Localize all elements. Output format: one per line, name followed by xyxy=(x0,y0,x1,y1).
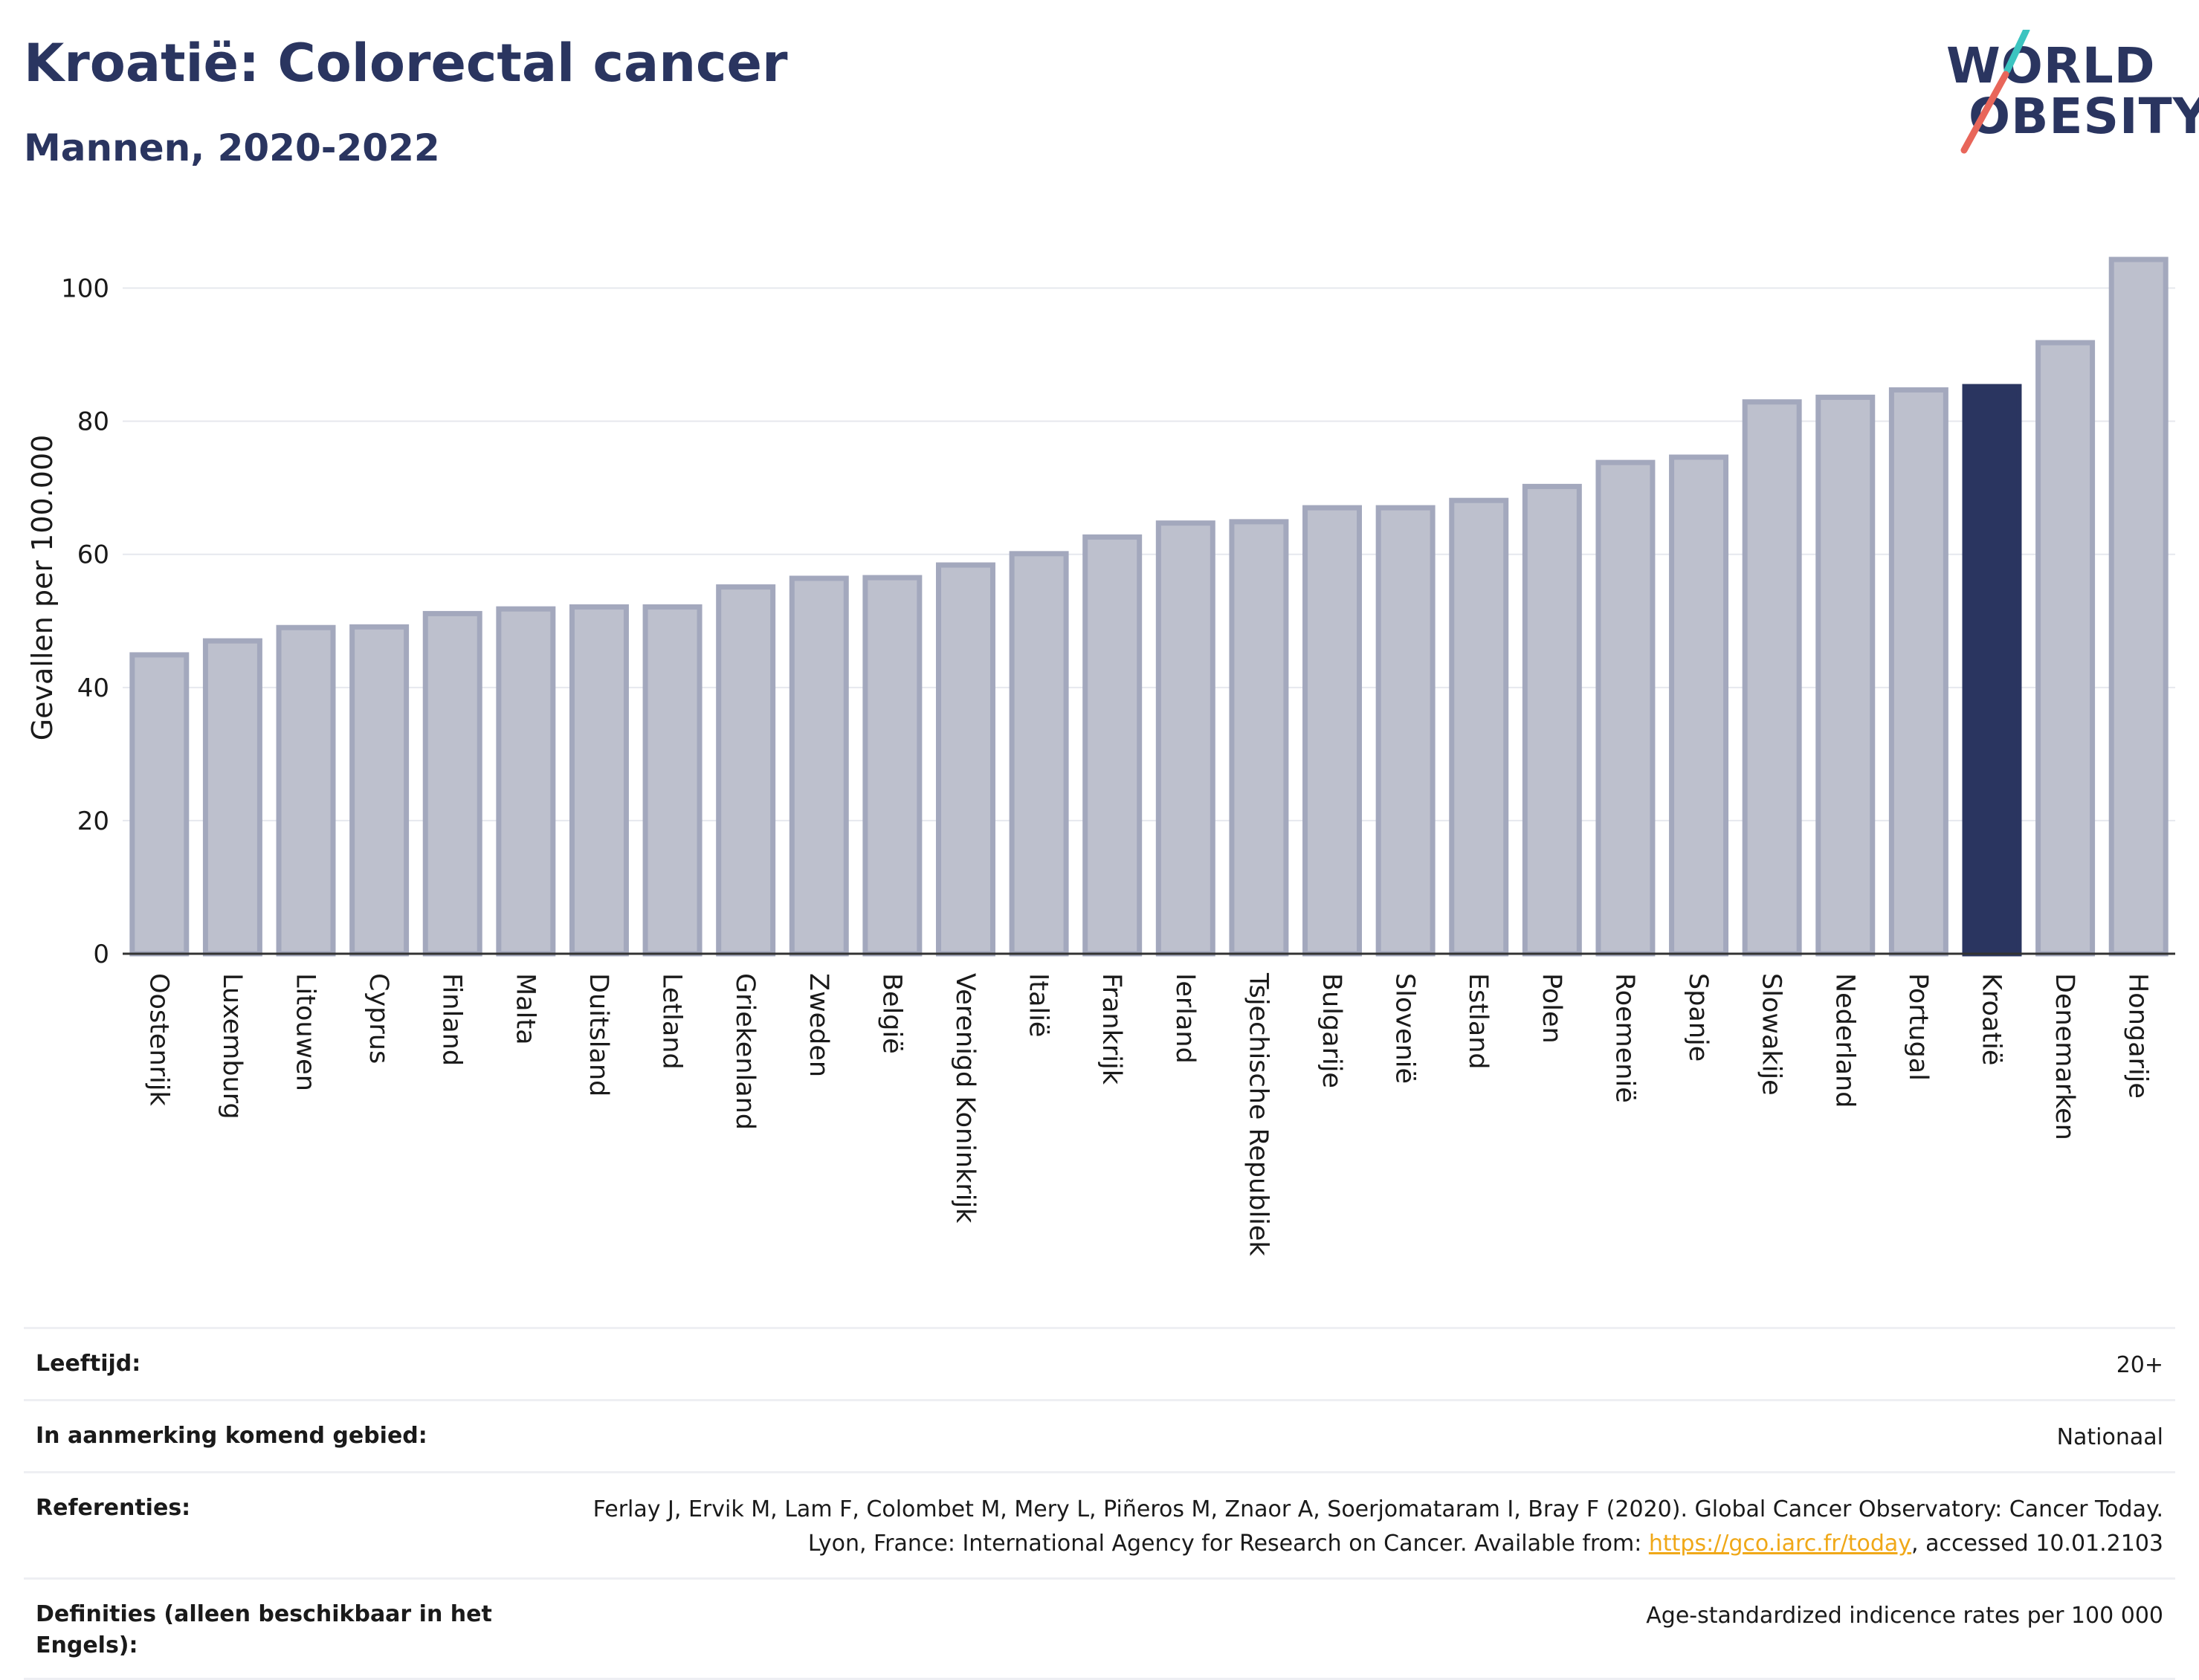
y-tick-label: 60 xyxy=(77,540,109,570)
bar xyxy=(1669,454,1729,957)
age-label: Leeftijd: xyxy=(36,1351,141,1377)
x-category-label: Denemarken xyxy=(2050,973,2079,1140)
x-category-label: Ierland xyxy=(1170,973,1200,1064)
x-category-label: Slowakije xyxy=(1757,973,1786,1096)
area-label: In aanmerking komend gebied: xyxy=(36,1423,427,1449)
bar xyxy=(2035,340,2096,957)
x-category-label: Slovenië xyxy=(1390,973,1420,1084)
chart-title: Kroatië: Colorectal cancer xyxy=(24,33,788,94)
x-category-label: Polen xyxy=(1537,973,1566,1044)
x-category-label: Nederland xyxy=(1830,973,1859,1108)
x-category-label: Kroatië xyxy=(1976,973,2006,1065)
bar xyxy=(2108,256,2169,957)
y-tick-label: 0 xyxy=(93,940,109,969)
x-category-label: Malta xyxy=(510,973,540,1045)
bar xyxy=(935,562,995,957)
references-text: Ferlay J, Ervik M, Lam F, Colombet M, Me… xyxy=(592,1496,2163,1557)
x-category-label: Spanje xyxy=(1683,973,1713,1062)
bar xyxy=(642,604,703,957)
y-axis-label: Gevallen per 100.000 xyxy=(26,435,59,741)
x-category-label: Luxemburg xyxy=(217,973,247,1120)
x-category-label: Zweden xyxy=(804,973,833,1077)
x-category-label: Bulgarije xyxy=(1317,973,1346,1088)
x-category-label: Verenigd Koninkrijk xyxy=(950,973,980,1224)
x-category-label: Tsjechische Republiek xyxy=(1243,972,1273,1256)
references-label: Referenties: xyxy=(36,1495,191,1521)
bar xyxy=(1742,399,1802,957)
bar xyxy=(1815,394,1876,957)
x-category-label: Hongarije xyxy=(2123,973,2153,1099)
references-accessed: , accessed 10.01.2103 xyxy=(1911,1531,2163,1557)
logo-slash-icon xyxy=(1960,30,2030,154)
bar xyxy=(422,610,482,957)
bar xyxy=(1595,459,1656,957)
bar xyxy=(569,604,629,957)
bar xyxy=(1522,483,1582,957)
x-category-label: Finland xyxy=(437,973,467,1066)
definitions-label: Definities (alleen beschikbaar in het En… xyxy=(36,1601,492,1658)
definitions-value: Age-standardized indicence rates per 100… xyxy=(1646,1603,2163,1629)
bar xyxy=(1155,520,1215,957)
world-obesity-logo: WORLD OBESITY xyxy=(1933,30,2199,164)
x-category-label: Roemenië xyxy=(1609,973,1639,1103)
references-value: Ferlay J, Ervik M, Lam F, Colombet M, Me… xyxy=(528,1493,2163,1561)
bar-chart: 0 20 40 60 80 100 Gevallen per 100.000 Oostenri… xyxy=(26,256,2175,1256)
x-category-label: Duitsland xyxy=(584,973,613,1096)
bar xyxy=(1229,519,1289,957)
bar xyxy=(716,584,776,957)
logo-text-world: WORLD xyxy=(1946,37,2156,94)
y-tick-label: 80 xyxy=(77,407,109,437)
bar xyxy=(129,652,190,957)
chart-subtitle: Mannen, 2020-2022 xyxy=(24,126,440,169)
area-value: Nationaal xyxy=(2056,1424,2163,1450)
x-category-label: Oostenrijk xyxy=(143,973,173,1106)
bar xyxy=(1009,551,1069,957)
x-category-label: Litouwen xyxy=(291,973,320,1091)
y-tick-label: 20 xyxy=(77,807,109,836)
bar xyxy=(349,624,410,957)
info-row-age: Leeftijd: 20+ xyxy=(24,1327,2175,1399)
info-table: Leeftijd: 20+ In aanmerking komend gebie… xyxy=(24,1327,2175,1680)
bar xyxy=(1449,497,1509,957)
x-category-label: Cyprus xyxy=(364,973,393,1064)
logo-text-obesity: OBESITY xyxy=(1969,88,2199,145)
x-category-label: Frankrijk xyxy=(1097,973,1126,1085)
y-tick-label: 40 xyxy=(77,673,109,703)
y-tick-label: 100 xyxy=(61,274,109,304)
bar xyxy=(1888,387,1948,957)
bar xyxy=(496,606,556,957)
age-value: 20+ xyxy=(2116,1352,2163,1378)
x-category-label: Griekenland xyxy=(730,973,760,1130)
bar xyxy=(1082,534,1143,957)
x-category-label: Letland xyxy=(657,973,687,1070)
bar xyxy=(202,638,262,957)
info-row-area: In aanmerking komend gebied: Nationaal xyxy=(24,1399,2175,1471)
bar xyxy=(789,575,849,957)
references-link[interactable]: https://gco.iarc.fr/today xyxy=(1648,1531,1912,1557)
bar xyxy=(1302,505,1363,957)
bar xyxy=(1962,384,2022,957)
x-category-label: Portugal xyxy=(1903,973,1933,1081)
info-row-definitions: Definities (alleen beschikbaar in het En… xyxy=(24,1577,2175,1680)
bar xyxy=(862,575,923,957)
x-category-label: Italië xyxy=(1024,973,1053,1037)
info-row-references: Referenties: Ferlay J, Ervik M, Lam F, C… xyxy=(24,1471,2175,1577)
x-category-label: Estland xyxy=(1463,973,1493,1070)
bar xyxy=(1375,505,1436,957)
x-category-label: België xyxy=(876,973,906,1054)
bar xyxy=(276,624,336,957)
